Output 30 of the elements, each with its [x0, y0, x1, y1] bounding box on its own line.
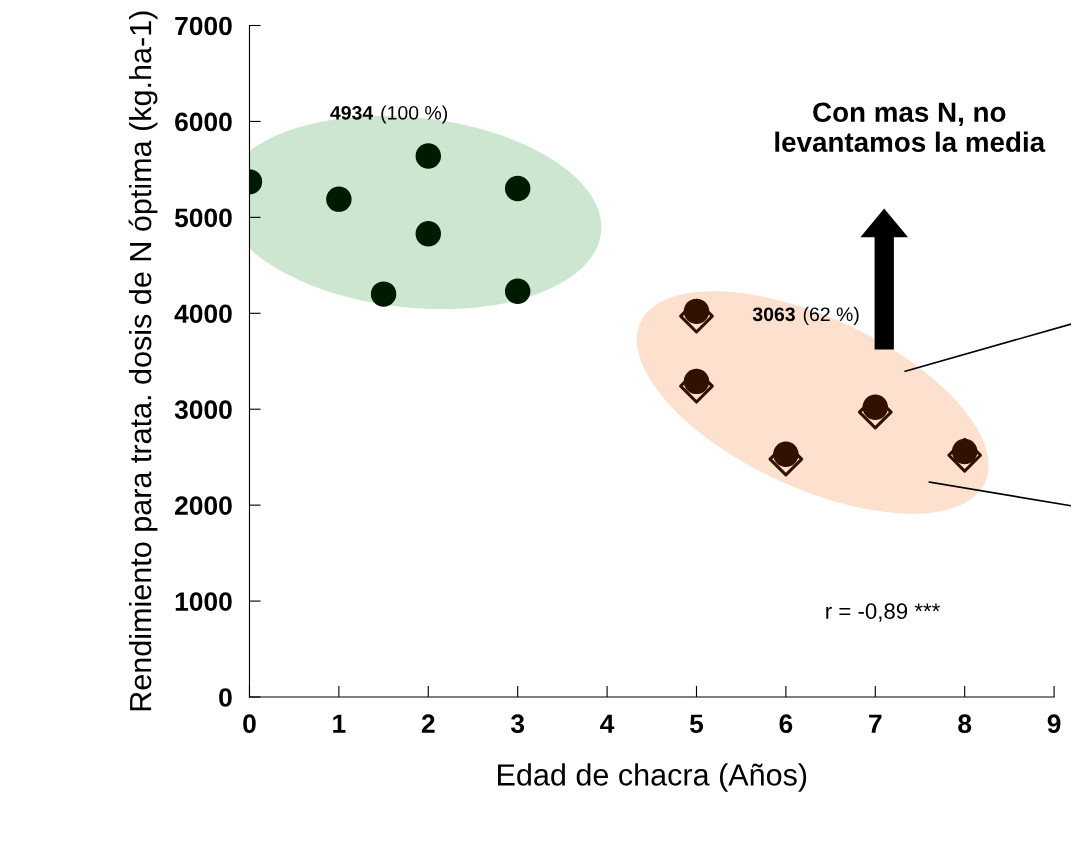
point: [370, 281, 397, 307]
x-tick-label: 7: [869, 714, 882, 733]
y-tick-label: 5000: [174, 208, 232, 228]
x-tick-label: 2: [421, 714, 435, 733]
x-tick-label: 1: [333, 714, 346, 733]
x-tick-label: 3: [510, 714, 525, 734]
x-tick-label: 9: [1047, 714, 1061, 734]
point: [415, 143, 442, 169]
x-tick-label: 8: [958, 714, 972, 734]
point: [326, 186, 352, 212]
y-tick-label: 4000: [174, 304, 232, 324]
annotation: 3063 (62 %): [752, 306, 859, 325]
y-tick-label: 7000: [175, 16, 232, 36]
y-tick-label: 1000: [175, 592, 232, 611]
annotation: 4934 (100 %): [330, 105, 448, 124]
y-tick-label: 2000: [175, 496, 232, 515]
annotation: Con mas N, no levantamos la media: [775, 102, 1046, 152]
x-tick-label: 6: [779, 714, 793, 734]
x-tick-label: 0: [243, 714, 256, 734]
x-axis-title: Edad de chacra (Años): [498, 763, 807, 792]
y-tick-label: 6000: [175, 112, 232, 132]
x-tick-label: 5: [689, 714, 704, 734]
y-tick-label: 0: [219, 688, 232, 707]
point: [504, 175, 531, 202]
y-axis-title: Rendimiento para trata. dosis de N óptima (kg.ha-1): [128, 11, 158, 711]
y-tick-label: 3000: [174, 400, 232, 420]
x-tick-label: 4: [600, 714, 615, 733]
point: [415, 220, 442, 247]
annotation: r = -0,89 ***: [826, 603, 940, 622]
point: [504, 278, 531, 304]
